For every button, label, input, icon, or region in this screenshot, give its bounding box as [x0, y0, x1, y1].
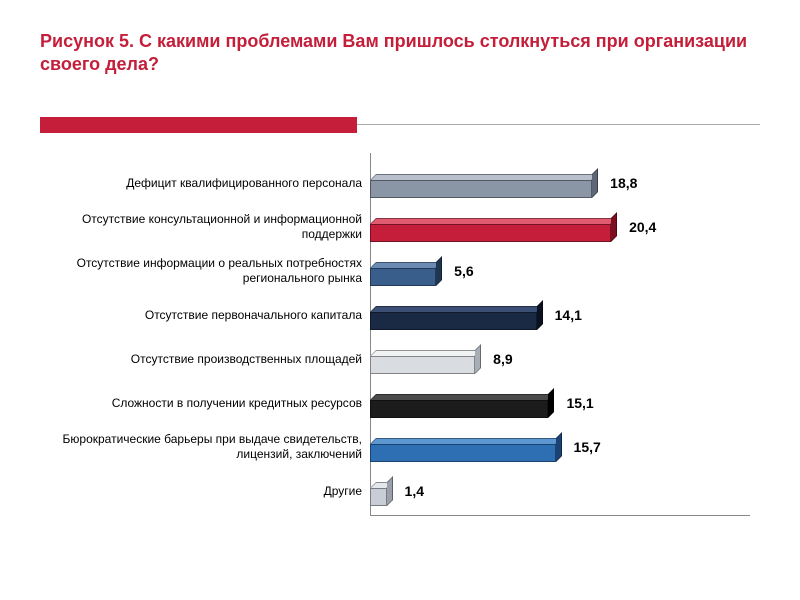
bar-front-face: [370, 488, 387, 506]
bar-front-face: [370, 180, 592, 198]
bar-side-face: [387, 476, 393, 506]
bar-label: Бюрократические барьеры при выдаче свиде…: [40, 432, 370, 461]
bar-value: 5,6: [454, 263, 473, 279]
bar-side-face: [548, 388, 554, 418]
bar-front-face: [370, 224, 611, 242]
bar-chart: Дефицит квалифицированного персонала 18,8…: [40, 163, 760, 511]
bar-side-face: [556, 432, 562, 462]
bar-side-face: [475, 344, 481, 374]
bar-zone: 15,7: [370, 438, 760, 456]
bar-front-face: [370, 400, 548, 418]
chart-row: Отсутствие производственных площадей 8,9: [40, 339, 760, 379]
bar-label: Дефицит квалифицированного персонала: [40, 176, 370, 190]
bar-value: 15,1: [566, 395, 593, 411]
bar-front-face: [370, 268, 436, 286]
bar-value: 1,4: [405, 483, 424, 499]
bar-side-face: [611, 212, 617, 242]
bar-zone: 14,1: [370, 306, 760, 324]
red-stripe: [40, 117, 357, 133]
bar: [370, 482, 387, 500]
chart-title: Рисунок 5. С какими проблемами Вам пришл…: [40, 30, 760, 77]
bar-label: Отсутствие первоначального капитала: [40, 308, 370, 322]
header-stripe: [40, 117, 760, 133]
bar-zone: 20,4: [370, 218, 760, 236]
bar-value: 8,9: [493, 351, 512, 367]
bar-zone: 18,8: [370, 174, 760, 192]
chart-row: Отсутствие консультационной и информацио…: [40, 207, 760, 247]
bar-value: 18,8: [610, 175, 637, 191]
bar-front-face: [370, 312, 537, 330]
bar-side-face: [436, 256, 442, 286]
chart-row: Дефицит квалифицированного персонала 18,8: [40, 163, 760, 203]
bar-zone: 15,1: [370, 394, 760, 412]
bar-label: Отсутствие консультационной и информацио…: [40, 212, 370, 241]
chart-row: Сложности в получении кредитных ресурсов…: [40, 383, 760, 423]
bar: [370, 306, 537, 324]
bar: [370, 218, 611, 236]
bar-side-face: [592, 168, 598, 198]
bar-value: 14,1: [555, 307, 582, 323]
bar: [370, 394, 548, 412]
bar-front-face: [370, 356, 475, 374]
chart-row: Отсутствие первоначального капитала 14,1: [40, 295, 760, 335]
bar: [370, 350, 475, 368]
bar-front-face: [370, 444, 556, 462]
bar-zone: 8,9: [370, 350, 760, 368]
bar-value: 15,7: [574, 439, 601, 455]
bar: [370, 262, 436, 280]
bar: [370, 174, 592, 192]
gray-line: [357, 124, 760, 125]
bar: [370, 438, 556, 456]
bar-label: Отсутствие производственных площадей: [40, 352, 370, 366]
chart-row: Бюрократические барьеры при выдаче свиде…: [40, 427, 760, 467]
bar-label: Другие: [40, 484, 370, 498]
bar-value: 20,4: [629, 219, 656, 235]
bar-zone: 1,4: [370, 482, 760, 500]
bar-label: Отсутствие информации о реальных потребн…: [40, 256, 370, 285]
bar-zone: 5,6: [370, 262, 760, 280]
chart-row: Другие 1,4: [40, 471, 760, 511]
chart-row: Отсутствие информации о реальных потребн…: [40, 251, 760, 291]
bar-side-face: [537, 300, 543, 330]
bar-label: Сложности в получении кредитных ресурсов: [40, 396, 370, 410]
